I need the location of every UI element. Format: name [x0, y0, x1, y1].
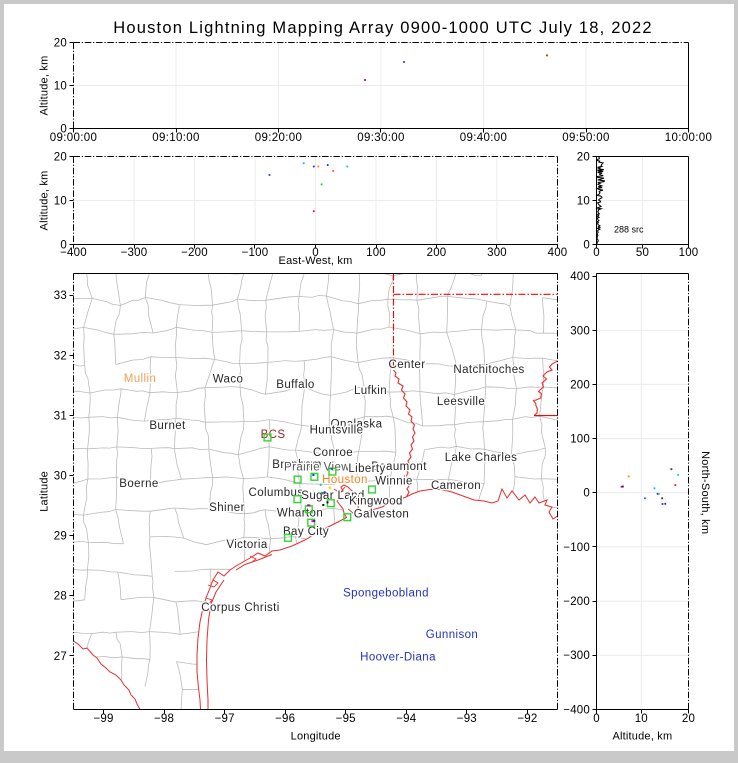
svg-text:10: 10 — [54, 81, 67, 93]
svg-text:−400: −400 — [563, 704, 590, 716]
svg-text:−200: −200 — [563, 596, 590, 608]
svg-text:10: 10 — [54, 196, 67, 208]
svg-text:0: 0 — [593, 713, 600, 725]
svg-text:Gunnison: Gunnison — [426, 629, 478, 641]
svg-text:−200: −200 — [181, 247, 208, 259]
svg-text:Houston Lightning Mapping Arra: Houston Lightning Mapping Array 0900-100… — [113, 19, 653, 37]
svg-text:09:50:00: 09:50:00 — [562, 132, 610, 144]
svg-text:−96: −96 — [275, 713, 295, 725]
svg-text:Onalaska: Onalaska — [331, 419, 383, 431]
svg-text:East-West, km: East-West, km — [279, 255, 353, 267]
svg-text:100: 100 — [679, 247, 699, 259]
svg-text:Sugar Land: Sugar Land — [301, 490, 364, 502]
svg-text:Wharton: Wharton — [277, 508, 323, 520]
svg-text:−300: −300 — [563, 650, 590, 662]
svg-text:0: 0 — [60, 240, 67, 252]
svg-text:Galveston: Galveston — [354, 509, 409, 521]
svg-text:400: 400 — [548, 247, 568, 259]
svg-text:28: 28 — [54, 591, 67, 603]
svg-text:Brenham: Brenham — [272, 459, 321, 471]
svg-text:Boerne: Boerne — [119, 478, 158, 490]
svg-text:Shiner: Shiner — [209, 502, 245, 514]
svg-text:North-South, km: North-South, km — [699, 451, 711, 534]
svg-text:0: 0 — [312, 247, 319, 259]
svg-text:−98: −98 — [154, 713, 174, 725]
svg-text:50: 50 — [636, 247, 649, 259]
svg-text:−94: −94 — [396, 713, 417, 725]
svg-text:BCS: BCS — [261, 429, 286, 441]
svg-text:09:00:00: 09:00:00 — [50, 132, 98, 144]
svg-text:−93: −93 — [457, 713, 477, 725]
svg-text:100: 100 — [570, 434, 590, 446]
svg-text:09:40:00: 09:40:00 — [460, 132, 508, 144]
svg-text:Natchitoches: Natchitoches — [453, 364, 524, 376]
svg-text:Leesville: Leesville — [437, 396, 485, 408]
svg-text:27: 27 — [54, 651, 67, 663]
svg-text:300: 300 — [487, 247, 507, 259]
svg-text:Altitude, km: Altitude, km — [39, 171, 51, 231]
svg-text:400: 400 — [570, 271, 590, 283]
svg-text:−400: −400 — [60, 247, 87, 259]
svg-text:Buffalo: Buffalo — [276, 379, 314, 391]
svg-text:−92: −92 — [517, 713, 537, 725]
svg-text:20: 20 — [577, 152, 590, 164]
svg-text:0: 0 — [583, 488, 590, 500]
svg-text:10: 10 — [635, 713, 648, 725]
svg-text:Cameron: Cameron — [431, 480, 481, 492]
svg-text:Kingwood: Kingwood — [349, 496, 403, 508]
svg-text:Mullin: Mullin — [124, 373, 156, 385]
svg-text:−95: −95 — [336, 713, 356, 725]
svg-text:Beaumont: Beaumont — [371, 461, 427, 473]
svg-text:300: 300 — [570, 325, 590, 337]
svg-text:Victoria: Victoria — [226, 539, 268, 551]
svg-text:Waco: Waco — [213, 374, 244, 386]
svg-text:Latitude: Latitude — [39, 471, 51, 512]
svg-text:Conroe: Conroe — [313, 447, 353, 459]
svg-text:0: 0 — [583, 240, 590, 252]
svg-text:Huntsville: Huntsville — [310, 425, 364, 437]
svg-text:09:10:00: 09:10:00 — [152, 132, 200, 144]
svg-text:288 src: 288 src — [614, 225, 644, 235]
svg-text:−99: −99 — [93, 713, 113, 725]
svg-text:Corpus Christi: Corpus Christi — [201, 602, 279, 614]
svg-text:Longitude: Longitude — [291, 731, 341, 743]
svg-text:Spongebobland: Spongebobland — [343, 588, 429, 600]
svg-text:Center: Center — [389, 359, 426, 371]
svg-text:−100: −100 — [563, 542, 590, 554]
svg-text:100: 100 — [366, 247, 386, 259]
svg-text:Hoover-Diana: Hoover-Diana — [360, 652, 436, 664]
svg-text:Winnie: Winnie — [375, 476, 413, 488]
svg-text:31: 31 — [54, 410, 67, 422]
svg-text:Prairie View: Prairie View — [284, 462, 350, 474]
svg-text:Bay City: Bay City — [283, 526, 329, 538]
svg-text:Liberty: Liberty — [348, 463, 385, 475]
svg-text:0: 0 — [60, 124, 67, 136]
svg-text:200: 200 — [570, 379, 590, 391]
svg-text:200: 200 — [427, 247, 447, 259]
svg-text:29: 29 — [54, 531, 67, 543]
svg-text:33: 33 — [54, 290, 67, 302]
svg-text:20: 20 — [54, 152, 67, 164]
svg-text:−100: −100 — [242, 247, 269, 259]
svg-text:Lufkin: Lufkin — [354, 385, 387, 397]
svg-text:10:00:00: 10:00:00 — [665, 132, 713, 144]
svg-text:10: 10 — [577, 196, 590, 208]
svg-text:Houston: Houston — [322, 474, 368, 486]
svg-text:20: 20 — [682, 713, 695, 725]
svg-text:0: 0 — [593, 247, 600, 259]
svg-text:−97: −97 — [215, 713, 235, 725]
svg-text:09:20:00: 09:20:00 — [255, 132, 303, 144]
svg-text:Altitude, km: Altitude, km — [612, 731, 672, 743]
svg-text:Lake Charles: Lake Charles — [445, 452, 518, 464]
svg-text:20: 20 — [54, 38, 67, 50]
svg-text:Columbus: Columbus — [249, 487, 304, 499]
svg-text:Altitude, km: Altitude, km — [39, 56, 51, 116]
svg-text:32: 32 — [54, 350, 67, 362]
svg-text:−300: −300 — [121, 247, 148, 259]
svg-text:Burnet: Burnet — [149, 420, 186, 432]
svg-text:30: 30 — [54, 471, 67, 483]
svg-text:09:30:00: 09:30:00 — [357, 132, 405, 144]
